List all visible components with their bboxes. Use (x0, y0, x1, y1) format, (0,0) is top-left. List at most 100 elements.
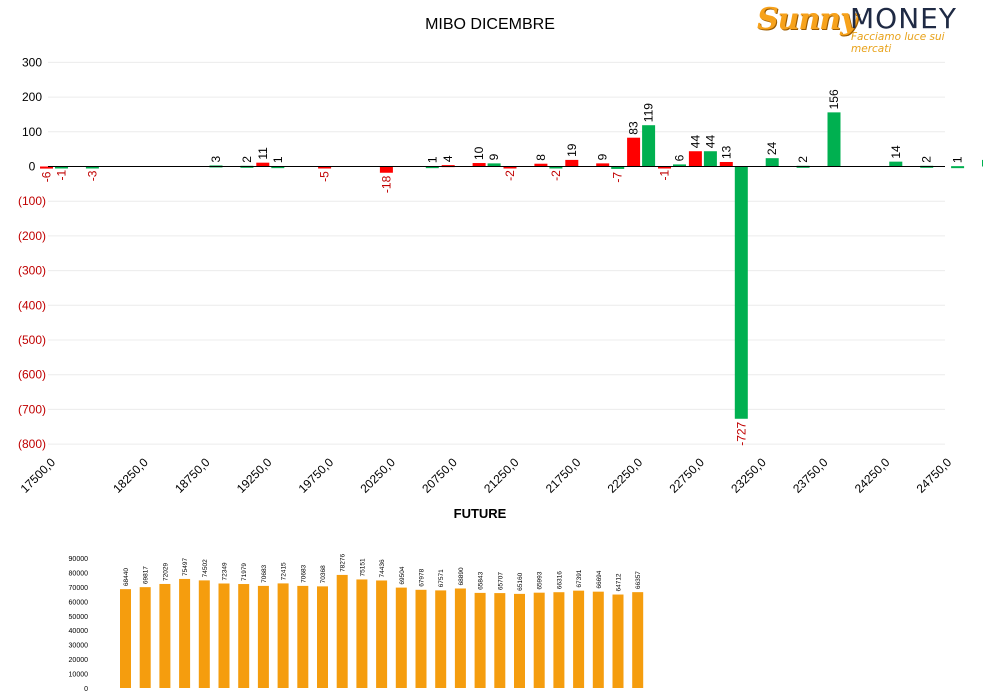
data-label: -1 (55, 170, 69, 181)
data-label: -5 (318, 171, 332, 182)
green-bar (889, 161, 903, 167)
future-y-tick-label: 60000 (69, 599, 89, 606)
data-label: 44 (688, 135, 702, 149)
future-y-tick-label: 20000 (69, 657, 89, 664)
x-tick-label: 21750,0 (543, 455, 584, 496)
sunny-money-logo: Sunny MONEY Facciamo luce sui mercati (755, 2, 980, 55)
future-bar (632, 592, 644, 688)
future-bar (612, 594, 624, 688)
x-tick-label: 22250,0 (605, 455, 646, 496)
future-data-label: 66316 (556, 571, 563, 589)
future-data-label: 66694 (596, 570, 603, 588)
green-bar (487, 163, 501, 167)
future-bar (435, 590, 447, 688)
future-y-tick-label: 50000 (69, 614, 89, 621)
green-bar (673, 164, 686, 167)
future-data-label: 67391 (576, 569, 583, 587)
future-data-label: 75497 (182, 557, 189, 575)
future-data-label: 70683 (261, 564, 268, 582)
y-tick-label: (700) (18, 402, 46, 416)
data-label: 24 (765, 141, 779, 155)
future-bar (218, 583, 230, 688)
future-bar (395, 587, 407, 688)
data-label: 19 (982, 143, 983, 157)
future-bar (533, 592, 545, 688)
future-data-label: 74436 (379, 559, 386, 577)
logo-money-text: MONEY (850, 2, 957, 35)
x-tick-label: 17500,0 (18, 455, 59, 496)
future-bar (257, 585, 269, 688)
x-tick-label: 20250,0 (357, 455, 398, 496)
data-label: 156 (827, 89, 841, 109)
y-tick-label: (200) (18, 229, 46, 243)
future-bar (198, 580, 210, 688)
green-bar (85, 166, 99, 169)
future-bar (553, 592, 565, 688)
y-tick-label: (800) (18, 437, 46, 451)
data-label: 8 (534, 154, 548, 161)
future-bar (179, 578, 191, 688)
red-bar (472, 163, 486, 167)
green-bar (55, 166, 68, 169)
data-label: -1 (658, 170, 672, 181)
future-data-label: 70683 (300, 564, 307, 582)
future-data-label: 74502 (202, 559, 209, 577)
data-label: 13 (719, 145, 733, 159)
future-data-label: 78276 (340, 553, 347, 571)
future-bar-chart: 90000 80000 70000 60000 50000 40000 30000 20000… (69, 553, 644, 693)
data-label: 2 (920, 156, 934, 163)
future-y-tick-label: 0 (84, 686, 88, 693)
data-label: 19 (565, 143, 579, 157)
data-label: -2 (503, 170, 517, 181)
green-bar (642, 125, 656, 167)
data-label: 2 (796, 156, 810, 163)
x-tick-label: 23250,0 (728, 455, 769, 496)
data-label: 1 (425, 156, 439, 163)
future-bar (120, 589, 131, 688)
x-tick-label: 24750,0 (914, 455, 955, 496)
data-label: -18 (379, 175, 393, 193)
future-data-label: 70368 (320, 565, 327, 583)
green-bar (951, 166, 965, 169)
green-bar (765, 158, 779, 167)
future-bar (494, 593, 506, 688)
x-tick-label: 21250,0 (481, 455, 522, 496)
x-tick-label: 23750,0 (790, 455, 831, 496)
green-bar (734, 166, 748, 419)
y-tick-label: (500) (18, 333, 46, 347)
green-bar (611, 166, 625, 169)
y-tick-label: (300) (18, 264, 46, 278)
red-bar (596, 163, 610, 167)
data-label: -2 (549, 170, 563, 181)
future-bar (592, 591, 604, 688)
green-bar (425, 166, 439, 169)
green-bar (271, 166, 285, 169)
x-tick-label: 19250,0 (234, 455, 275, 496)
future-data-label: 71979 (241, 563, 248, 581)
future-bar (139, 587, 151, 688)
future-bar (454, 588, 466, 688)
data-label: -6 (40, 171, 54, 182)
red-bar (688, 151, 702, 167)
data-label: 119 (642, 103, 656, 122)
data-label: 14 (889, 145, 903, 159)
future-y-tick-label: 30000 (69, 643, 89, 650)
future-data-label: 69817 (143, 566, 150, 584)
green-bar (703, 151, 717, 167)
future-bar (317, 586, 328, 688)
data-label: -7 (611, 172, 625, 183)
green-bar (549, 166, 563, 169)
data-label: 6 (673, 154, 687, 161)
logo-sunny-text: Sunny (757, 2, 858, 37)
future-data-label: 65843 (478, 571, 485, 589)
future-data-label: 68440 (123, 568, 130, 586)
data-label: 10 (472, 146, 486, 160)
data-label: 4 (441, 155, 455, 162)
future-data-label: 67978 (419, 568, 426, 586)
future-bar (356, 579, 368, 688)
y-tick-label: (100) (18, 194, 46, 208)
future-data-label: 65160 (517, 572, 524, 590)
data-label: 1 (271, 156, 285, 163)
future-y-tick-label: 10000 (69, 672, 89, 679)
chart-title: MIBO DICEMBRE (425, 16, 555, 33)
